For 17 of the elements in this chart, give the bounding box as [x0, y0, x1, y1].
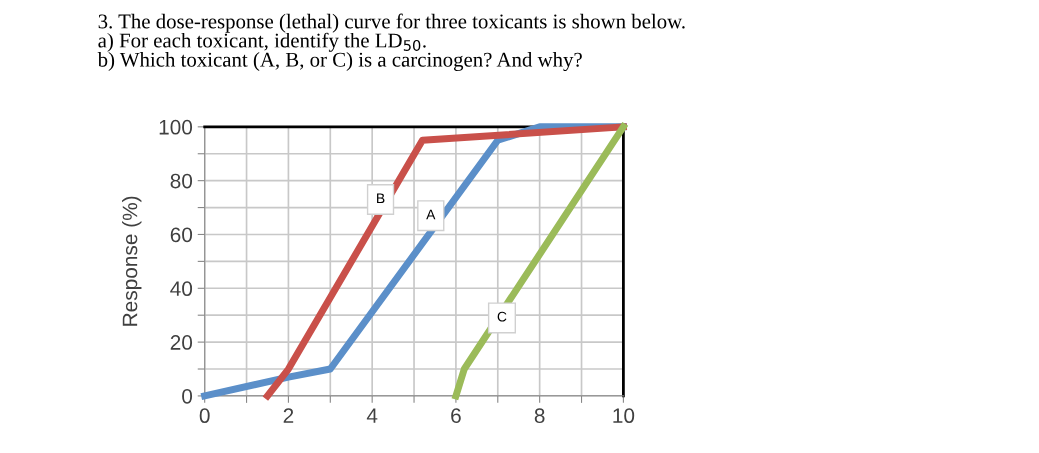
x-tick-label: 2 — [283, 408, 294, 423]
y-tick-label: 80 — [170, 173, 193, 189]
x-tick-label: 8 — [534, 408, 545, 424]
y-tick-label: 0 — [182, 388, 193, 404]
y-tick-label: 40 — [170, 281, 193, 297]
chart-title: 3. The dose-response (lethal) curve for three toxicants is shown below. a) For each toxicant, identify the LD$_{50}$. b) Which toxicant (A, B, or C) is a carcinogen? And why? — [97, 13, 685, 72]
x-tick-label: 6 — [451, 408, 461, 424]
x-tick-label: 0 — [199, 408, 210, 424]
y-axis-title: Response (%) — [122, 196, 142, 326]
x-tick-label: 10 — [613, 408, 635, 424]
y-tick-label: 20 — [170, 335, 193, 350]
y-tick-label: 60 — [170, 227, 193, 243]
y-tick-label: 100 — [159, 119, 193, 135]
x-tick-label: 4 — [366, 408, 378, 423]
annotation: A — [426, 209, 436, 220]
annotation: C — [497, 311, 507, 322]
annotation: B — [377, 193, 385, 204]
